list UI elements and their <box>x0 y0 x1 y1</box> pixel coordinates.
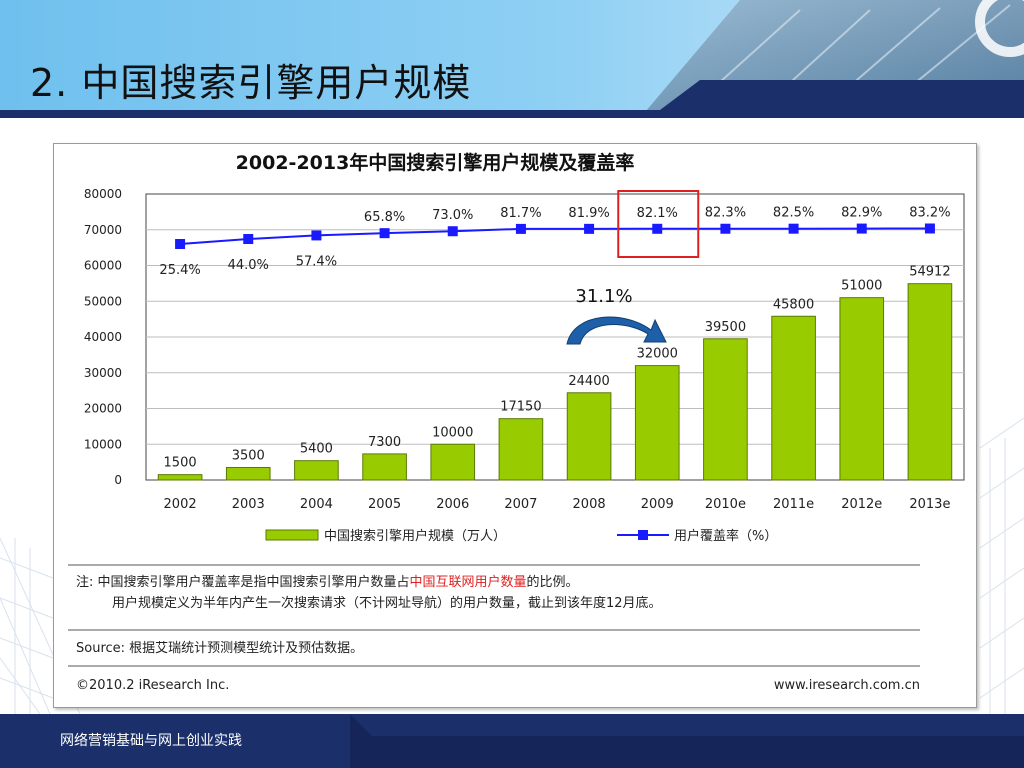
coverage-value-label: 81.9% <box>568 206 609 221</box>
coverage-value-label: 73.0% <box>432 208 473 223</box>
header-background <box>0 0 1024 118</box>
coverage-marker <box>720 223 731 234</box>
bar-value-label: 39500 <box>705 320 746 335</box>
legend-marker-line <box>638 530 648 540</box>
bar <box>225 466 271 481</box>
bar-value-label: 3500 <box>232 448 265 463</box>
highlight-box <box>617 190 700 258</box>
chart-panel: 2002-2013年中国搜索引擎用户规模及覆盖率 80000 70000 60000… <box>53 143 977 708</box>
coverage-value-label: 82.3% <box>705 206 746 221</box>
x-tick-label: 2011e <box>773 497 814 512</box>
y-tick-label: 0 <box>114 473 122 487</box>
growth-rate-label: 31.1% <box>575 286 632 307</box>
x-tick-label: 2004 <box>300 497 333 512</box>
bar <box>771 315 816 481</box>
bar <box>157 474 203 481</box>
coverage-value-label: 82.1% <box>637 206 678 221</box>
bar-value-label: 17150 <box>500 400 541 415</box>
x-tick-label: 2002 <box>164 497 197 512</box>
bar-value-label: 54912 <box>909 265 950 280</box>
bar <box>907 283 953 481</box>
coverage-marker <box>652 223 663 234</box>
note-line-1: 注: 中国搜索引擎用户覆盖率是指中国搜索引擎用户数量占中国互联网用户数量的比例。 <box>76 574 579 590</box>
footer-bar <box>0 714 1024 768</box>
x-tick-label: 2009 <box>641 497 674 512</box>
growth-arrow <box>566 316 667 345</box>
slide-title: 2. 中国搜索引擎用户规模 <box>30 61 472 105</box>
y-tick-label: 10000 <box>84 437 122 451</box>
bar <box>294 460 339 481</box>
chart-svg: 2002-2013年中国搜索引擎用户规模及覆盖率 80000 70000 60000… <box>68 151 965 693</box>
legend-swatch-bar <box>265 529 319 541</box>
bar-value-label: 7300 <box>368 435 401 450</box>
website-text: www.iresearch.com.cn <box>774 678 920 693</box>
x-tick-label: 2006 <box>436 497 469 512</box>
bar <box>362 453 407 481</box>
y-tick-label: 30000 <box>84 366 122 380</box>
coverage-value-label: 81.7% <box>500 206 541 221</box>
bar-value-label: 1500 <box>164 456 197 471</box>
coverage-marker <box>924 223 935 234</box>
y-tick-label: 20000 <box>84 402 122 416</box>
bar-value-label: 10000 <box>432 425 473 440</box>
y-tick-label: 50000 <box>84 294 122 308</box>
bar <box>634 365 680 481</box>
coverage-marker <box>243 234 254 245</box>
bar <box>430 443 476 481</box>
bar-value-label: 5400 <box>300 442 333 457</box>
coverage-marker <box>856 223 867 234</box>
bar-value-label: 32000 <box>637 347 678 362</box>
legend-label-line: 用户覆盖率（%） <box>674 528 777 544</box>
chart-title: 2002-2013年中国搜索引擎用户规模及覆盖率 <box>236 151 635 174</box>
coverage-value-label: 82.9% <box>841 206 882 221</box>
x-tick-label: 2008 <box>573 497 606 512</box>
coverage-value-label: 82.5% <box>773 206 814 221</box>
coverage-marker <box>311 230 322 241</box>
bar <box>566 392 612 481</box>
coverage-marker <box>447 226 458 237</box>
plot-area: 80000 70000 60000 50000 40000 30000 20000 10000… <box>84 187 965 544</box>
bar-value-label: 51000 <box>841 279 882 294</box>
coverage-value-label: 57.4% <box>296 254 337 269</box>
coverage-marker <box>175 239 186 249</box>
y-tick-label: 70000 <box>84 223 122 237</box>
bar <box>703 338 748 481</box>
coverage-marker <box>515 223 526 234</box>
x-tick-label: 2007 <box>504 497 537 512</box>
copyright-text: ©2010.2 iResearch Inc. <box>76 678 229 693</box>
bar <box>498 418 544 481</box>
coverage-value-label: 65.8% <box>364 210 405 225</box>
bar-value-label: 24400 <box>568 374 609 389</box>
bar <box>839 297 885 481</box>
x-tick-label: 2012e <box>841 497 882 512</box>
x-tick-label: 2005 <box>368 497 401 512</box>
footer-text: 网络营销基础与网上创业实践 <box>60 733 242 749</box>
coverage-value-label: 44.0% <box>228 258 269 273</box>
note-line-2: 用户规模定义为半年内产生一次搜索请求（不计网址导航）的用户数量，截止到该年度12… <box>112 595 662 611</box>
source-text: Source: 根据艾瑞统计预测模型统计及预估数据。 <box>76 641 363 656</box>
y-tick-label: 40000 <box>84 330 122 344</box>
slide-header: 2. 中国搜索引擎用户规模 <box>0 0 1024 118</box>
y-tick-label: 80000 <box>84 187 122 201</box>
coverage-line <box>180 227 930 245</box>
y-tick-label: 60000 <box>84 259 122 273</box>
x-tick-label: 2003 <box>232 497 265 512</box>
coverage-marker <box>379 228 390 239</box>
bar-value-label: 45800 <box>773 297 814 312</box>
coverage-value-label: 25.4% <box>159 263 200 278</box>
coverage-value-label: 83.2% <box>909 206 950 221</box>
x-tick-label: 2010e <box>705 497 746 512</box>
coverage-marker <box>584 223 595 234</box>
x-tick-label: 2013e <box>909 497 950 512</box>
legend-label-bar: 中国搜索引擎用户规模（万人） <box>324 528 506 544</box>
coverage-marker <box>788 223 799 234</box>
chart-notes: 注: 中国搜索引擎用户覆盖率是指中国搜索引擎用户数量占中国互联网用户数量的比例。… <box>68 564 920 693</box>
